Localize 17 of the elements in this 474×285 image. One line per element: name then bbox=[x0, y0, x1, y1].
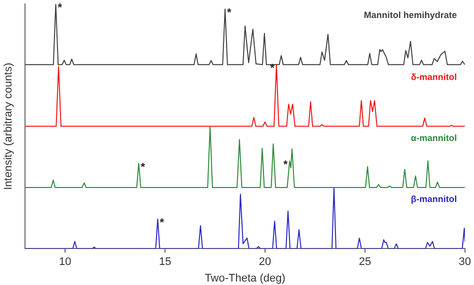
text: α-mannitol bbox=[410, 133, 457, 144]
y-axis-title: Intensity (arbitrary counts) bbox=[2, 62, 15, 190]
annotation: * bbox=[160, 217, 165, 230]
x-tick-label: 25 bbox=[358, 256, 372, 268]
annotation: * bbox=[270, 62, 276, 75]
text: δ-mannitol bbox=[410, 72, 457, 82]
annotation: * bbox=[58, 2, 63, 14]
text: Mannitol hemihydrate bbox=[364, 10, 457, 20]
x-tick-label: 15 bbox=[158, 256, 172, 268]
x-tick-label: 30 bbox=[458, 256, 472, 268]
text: β-mannitol bbox=[410, 194, 457, 204]
x-axis-title: Two-Theta (deg) bbox=[204, 272, 286, 284]
x-tick-label: 20 bbox=[258, 256, 272, 268]
x-tick-label: 10 bbox=[59, 256, 72, 268]
annotation: * bbox=[140, 162, 146, 174]
annotation: * bbox=[227, 7, 232, 20]
annotation: * bbox=[283, 159, 288, 172]
